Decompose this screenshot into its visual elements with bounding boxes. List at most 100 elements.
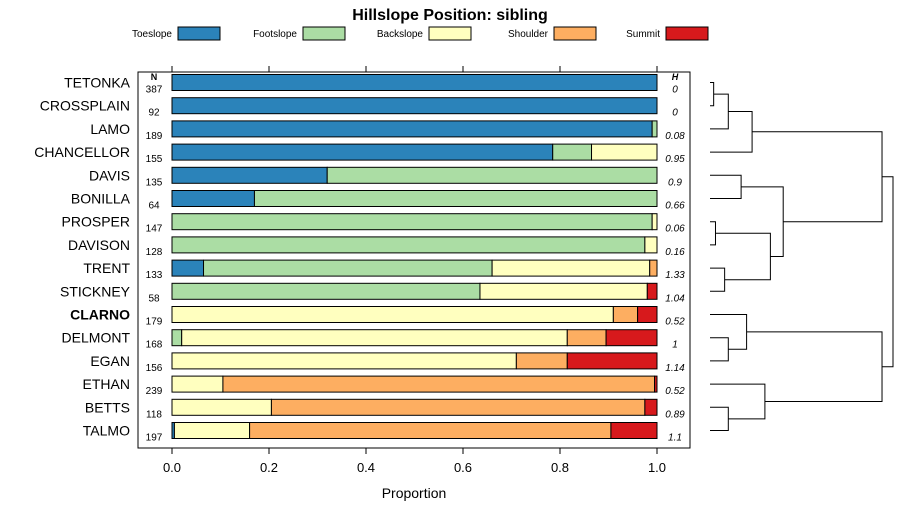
row-label: CROSSPLAIN [40, 98, 130, 114]
row-label: BETTS [85, 399, 130, 415]
bar-segment-footslope [651, 120, 658, 138]
bar-segment-backslope [181, 329, 568, 347]
row-label: EGAN [90, 353, 130, 369]
row-h-value: 0.52 [665, 386, 685, 397]
row-label: DAVISON [68, 237, 130, 253]
dendrogram-branch [710, 174, 742, 199]
row-h-value: 0.89 [665, 409, 685, 420]
dendrogram-branch [710, 383, 766, 420]
dendrogram-branch [710, 111, 753, 153]
n-header: N [151, 72, 158, 82]
legend-swatch-shoulder [553, 26, 597, 41]
bar-rows: TETONKA 387 0 CROSSPLAIN 92 0 LAMO 189 0.08 CHANC… [34, 74, 685, 444]
bar-segment-summit [610, 422, 658, 439]
legend: Toeslope Footslope Backslope Shoulder Summit [132, 26, 709, 41]
bar-segment-toeslope [171, 166, 328, 184]
x-tick-label: 0.2 [260, 460, 278, 475]
bar-segment-backslope [591, 143, 658, 161]
bar-segment-footslope [203, 259, 493, 277]
row-h-value: 0 [672, 85, 678, 96]
row-n-value: 135 [146, 177, 163, 188]
row-h-value: 0.52 [665, 317, 685, 328]
bar-segment-footslope [326, 166, 658, 184]
bar-segment-shoulder [566, 329, 607, 347]
row-label: PROSPER [62, 214, 130, 230]
bar-segment-backslope [171, 352, 517, 370]
bar-segment-summit [646, 282, 658, 300]
bar-segment-backslope [479, 282, 648, 300]
legend-label-footslope: Footslope [253, 29, 297, 40]
row-n-value: 197 [146, 433, 163, 444]
dendrogram [710, 82, 894, 431]
dendrogram-branch [710, 82, 715, 107]
row-label: CLARNO [70, 307, 130, 323]
row-n-value: 189 [146, 131, 163, 142]
row-h-value: 1.1 [668, 433, 682, 444]
dendrogram-branch [715, 232, 771, 281]
row-n-value: 168 [146, 340, 163, 351]
bar-segment-summit [644, 398, 658, 416]
dendrogram-branch [710, 221, 716, 246]
bar-segment-summit [605, 329, 658, 347]
bar-segment-backslope [171, 375, 224, 393]
row-h-value: 0.08 [665, 131, 685, 142]
bar-segment-footslope [253, 190, 658, 207]
row-label: BONILLA [71, 191, 131, 207]
legend-swatch-footslope [302, 26, 346, 41]
x-axis: 0.0 0.2 0.4 0.6 0.8 1.0 [163, 66, 666, 475]
bar-segment-summit [654, 375, 658, 393]
row-n-value: 58 [148, 293, 160, 304]
legend-label-summit: Summit [626, 29, 660, 40]
bar-segment-shoulder [649, 259, 658, 277]
x-tick-label: 0.8 [551, 460, 569, 475]
row-label: DAVIS [89, 167, 130, 183]
bar-segment-shoulder [249, 422, 612, 439]
bar-segment-toeslope [171, 97, 658, 115]
x-tick-label: 0.6 [454, 460, 472, 475]
bar-segment-summit [566, 352, 658, 370]
dendrogram-branch [710, 406, 729, 431]
bar-segment-footslope [171, 213, 653, 231]
row-label: TALMO [83, 423, 130, 439]
dendrogram-branch [710, 267, 726, 292]
bar-segment-toeslope [171, 74, 658, 91]
legend-swatch-summit [665, 26, 709, 41]
legend-label-toeslope: Toeslope [132, 29, 172, 40]
row-h-value: 0 [672, 108, 678, 119]
row-h-value: 0.66 [665, 201, 685, 212]
bar-segment-toeslope [171, 259, 205, 277]
row-n-value: 155 [146, 154, 163, 165]
dendrogram-branch [741, 186, 784, 257]
dendrogram-branch [882, 176, 894, 368]
row-n-value: 133 [146, 270, 163, 281]
plot-frame [137, 71, 691, 449]
bar-segment-shoulder [515, 352, 568, 370]
bar-segment-shoulder [270, 398, 646, 416]
x-axis-label: Proportion [382, 485, 447, 501]
row-h-value: 0.06 [665, 224, 685, 235]
row-h-value: 0.9 [668, 177, 682, 188]
legend-label-shoulder: Shoulder [508, 29, 549, 40]
row-n-value: 387 [146, 85, 163, 96]
row-n-value: 64 [148, 201, 160, 212]
row-label: TRENT [83, 260, 130, 276]
chart-title: Hillslope Position: sibling [352, 7, 548, 24]
x-tick-label: 1.0 [648, 460, 666, 475]
row-n-value: 147 [146, 224, 163, 235]
bar-segment-footslope [171, 236, 646, 254]
legend-swatch-backslope [428, 26, 472, 41]
bar-segment-backslope [171, 398, 272, 416]
bar-segment-footslope [171, 329, 183, 347]
bar-segment-backslope [644, 236, 658, 254]
dendrogram-branch [746, 331, 883, 402]
bar-segment-shoulder [222, 375, 656, 393]
row-n-value: 128 [146, 247, 163, 258]
bar-segment-footslope [552, 143, 593, 161]
row-h-value: 0.95 [665, 154, 685, 165]
row-h-value: 1.04 [665, 293, 685, 304]
dendrogram-branch [710, 93, 729, 130]
row-label: STICKNEY [60, 283, 131, 299]
row-n-value: 118 [146, 409, 162, 420]
bar-segment-backslope [171, 306, 614, 323]
